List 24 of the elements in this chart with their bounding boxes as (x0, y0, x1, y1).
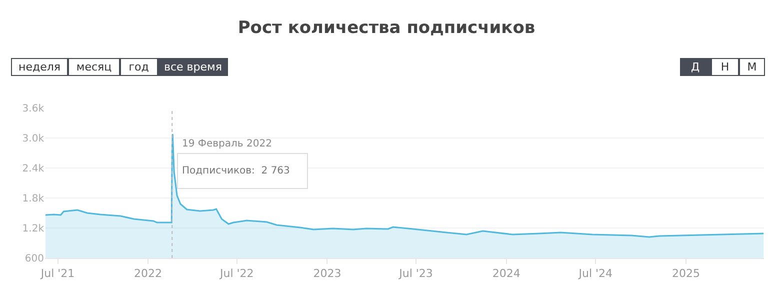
annotation: 19 Февраль 2022 (182, 138, 272, 150)
text: Д (691, 60, 700, 74)
text: неделя (18, 60, 60, 74)
y-tick-label: 1.2k (22, 224, 44, 234)
text: М (747, 60, 757, 74)
chart-title: Рост количества подписчиков (238, 18, 536, 38)
text: все время (164, 60, 222, 74)
annotation: Подписчиков: 2 763 (182, 166, 290, 176)
text: месяц (76, 60, 112, 74)
x-tick-label: 2024 (492, 267, 520, 280)
x-tick-label: Jul '24 (578, 267, 613, 280)
x-tick-label: Jul '22 (219, 267, 254, 280)
y-tick-label: 3.0k (22, 134, 44, 144)
text: год (128, 60, 150, 74)
text: Н (720, 60, 730, 74)
y-tick-label: 1.8k (22, 194, 44, 204)
y-tick-label: 2.4k (22, 164, 44, 174)
y-tick-label: 3.6k (22, 104, 44, 114)
y-tick-label: 600 (24, 254, 44, 264)
x-tick-label: 2025 (672, 267, 700, 280)
x-tick-label: 2023 (313, 267, 342, 280)
x-tick-label: Jul '23 (398, 267, 433, 280)
x-tick-label: Jul '21 (40, 267, 75, 280)
x-tick-label: 2022 (134, 267, 162, 280)
